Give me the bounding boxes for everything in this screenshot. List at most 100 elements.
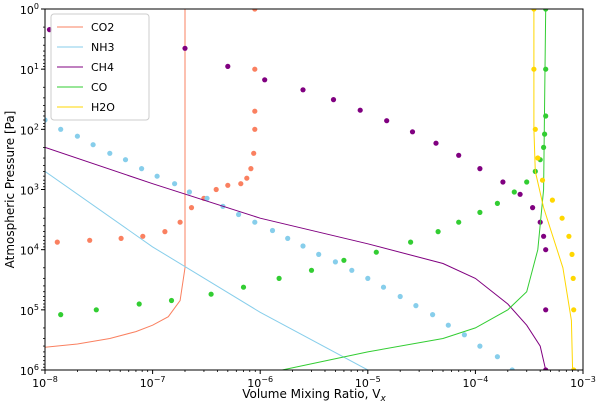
data-point-nh3 [300, 243, 306, 249]
data-point-co [524, 179, 530, 185]
data-point-nh3 [154, 173, 160, 179]
data-point-nh3 [236, 211, 242, 218]
data-point-ch4 [262, 77, 268, 83]
data-point-nh3 [186, 189, 192, 195]
data-point-ch4 [182, 45, 188, 51]
data-point-nh3 [139, 166, 145, 172]
data-point-nh3 [380, 284, 387, 290]
data-point-co [58, 312, 64, 318]
x-axis-label-subscript: x [379, 394, 386, 404]
data-point-nh3 [397, 293, 403, 300]
data-point-co2 [252, 108, 258, 114]
legend-box [50, 13, 150, 121]
legend-label-nh3: NH3 [91, 41, 115, 54]
y-tick-label: 102 [20, 122, 39, 137]
data-point-nh3 [332, 259, 338, 265]
data-point-ch4 [384, 118, 390, 124]
series-line-nh3 [45, 170, 369, 370]
data-point-co [93, 307, 99, 313]
data-point-ch4 [477, 166, 483, 172]
data-point-h2o [566, 233, 572, 239]
data-point-co [168, 297, 175, 304]
data-point-h2o [531, 9, 537, 12]
data-point-nh3 [107, 150, 113, 156]
data-point-h2o [559, 215, 565, 221]
data-point-nh3 [349, 267, 355, 273]
data-point-ch4 [330, 97, 337, 103]
data-point-h2o [571, 307, 577, 313]
legend-label-h2o: H2O [91, 101, 115, 114]
y-tick-label: 104 [20, 243, 39, 258]
data-point-h2o [539, 177, 546, 183]
data-point-ch4 [530, 205, 536, 211]
data-point-h2o [571, 367, 577, 370]
series-line-co [282, 9, 547, 370]
data-point-co [477, 209, 483, 215]
data-point-ch4 [541, 233, 547, 239]
legend: CO2 NH3 CH4 CO H2O [50, 13, 150, 121]
legend-label-co: CO [91, 81, 108, 94]
data-point-co2 [213, 186, 219, 193]
data-point-nh3 [494, 354, 500, 360]
data-point-co2 [252, 9, 258, 12]
data-point-ch4 [409, 129, 416, 135]
data-point-co [136, 301, 142, 307]
x-axis: 10−8 10−7 10−6 10−5 10−4 10−3 [32, 370, 596, 390]
x-axis-label-text: Volume Mixing Ratio, V [242, 387, 381, 401]
data-point-h2o [549, 197, 556, 203]
series-layer [45, 9, 577, 370]
series-line-co2 [45, 9, 186, 348]
y-tick-label: 106 [20, 363, 39, 378]
data-point-co [408, 239, 414, 245]
data-point-co2 [54, 239, 60, 245]
data-point-h2o [535, 155, 541, 161]
x-tick-label: 10−7 [140, 375, 166, 390]
x-tick-label: 10−8 [32, 375, 58, 390]
legend-label-co2: CO2 [91, 21, 114, 34]
data-point-nh3 [461, 332, 467, 338]
y-tick-label: 103 [20, 183, 39, 198]
data-point-ch4 [300, 87, 306, 93]
data-point-co [542, 131, 548, 137]
data-point-co [240, 284, 247, 290]
data-point-nh3 [74, 133, 80, 139]
data-point-nh3 [58, 126, 64, 132]
data-point-co2 [225, 182, 231, 188]
data-point-nh3 [365, 275, 371, 281]
data-point-nh3 [445, 322, 451, 328]
data-point-co2 [252, 126, 258, 132]
data-point-h2o [532, 126, 538, 132]
data-point-nh3 [477, 343, 483, 349]
data-point-co2 [87, 237, 93, 243]
data-point-ch4 [456, 152, 462, 158]
data-point-co [543, 9, 549, 12]
data-point-co2 [252, 66, 258, 72]
x-tick-label: 10−4 [463, 375, 489, 390]
data-point-co2 [238, 181, 244, 187]
data-point-co2 [140, 233, 146, 239]
data-point-co [494, 200, 500, 206]
data-point-co [308, 267, 315, 273]
data-point-nh3 [316, 251, 322, 257]
y-tick-label: 105 [20, 303, 39, 318]
data-point-nh3 [122, 157, 129, 163]
data-point-ch4 [225, 63, 231, 69]
data-point-nh3 [430, 312, 436, 318]
x-tick-label: 10−5 [355, 375, 381, 390]
data-point-ch4 [517, 191, 523, 197]
data-point-co [341, 257, 347, 263]
data-point-co2 [188, 205, 195, 211]
data-point-h2o [570, 275, 576, 281]
data-point-ch4 [357, 107, 363, 113]
data-point-co2 [118, 235, 124, 241]
data-point-co [543, 66, 549, 72]
series-line-ch4 [45, 146, 547, 370]
data-point-co [373, 249, 379, 255]
data-point-ch4 [500, 179, 506, 185]
data-point-co [511, 189, 517, 195]
data-point-nh3 [204, 195, 210, 201]
data-point-co2 [162, 229, 168, 235]
data-point-ch4 [543, 307, 549, 313]
data-point-ch4 [543, 367, 549, 370]
